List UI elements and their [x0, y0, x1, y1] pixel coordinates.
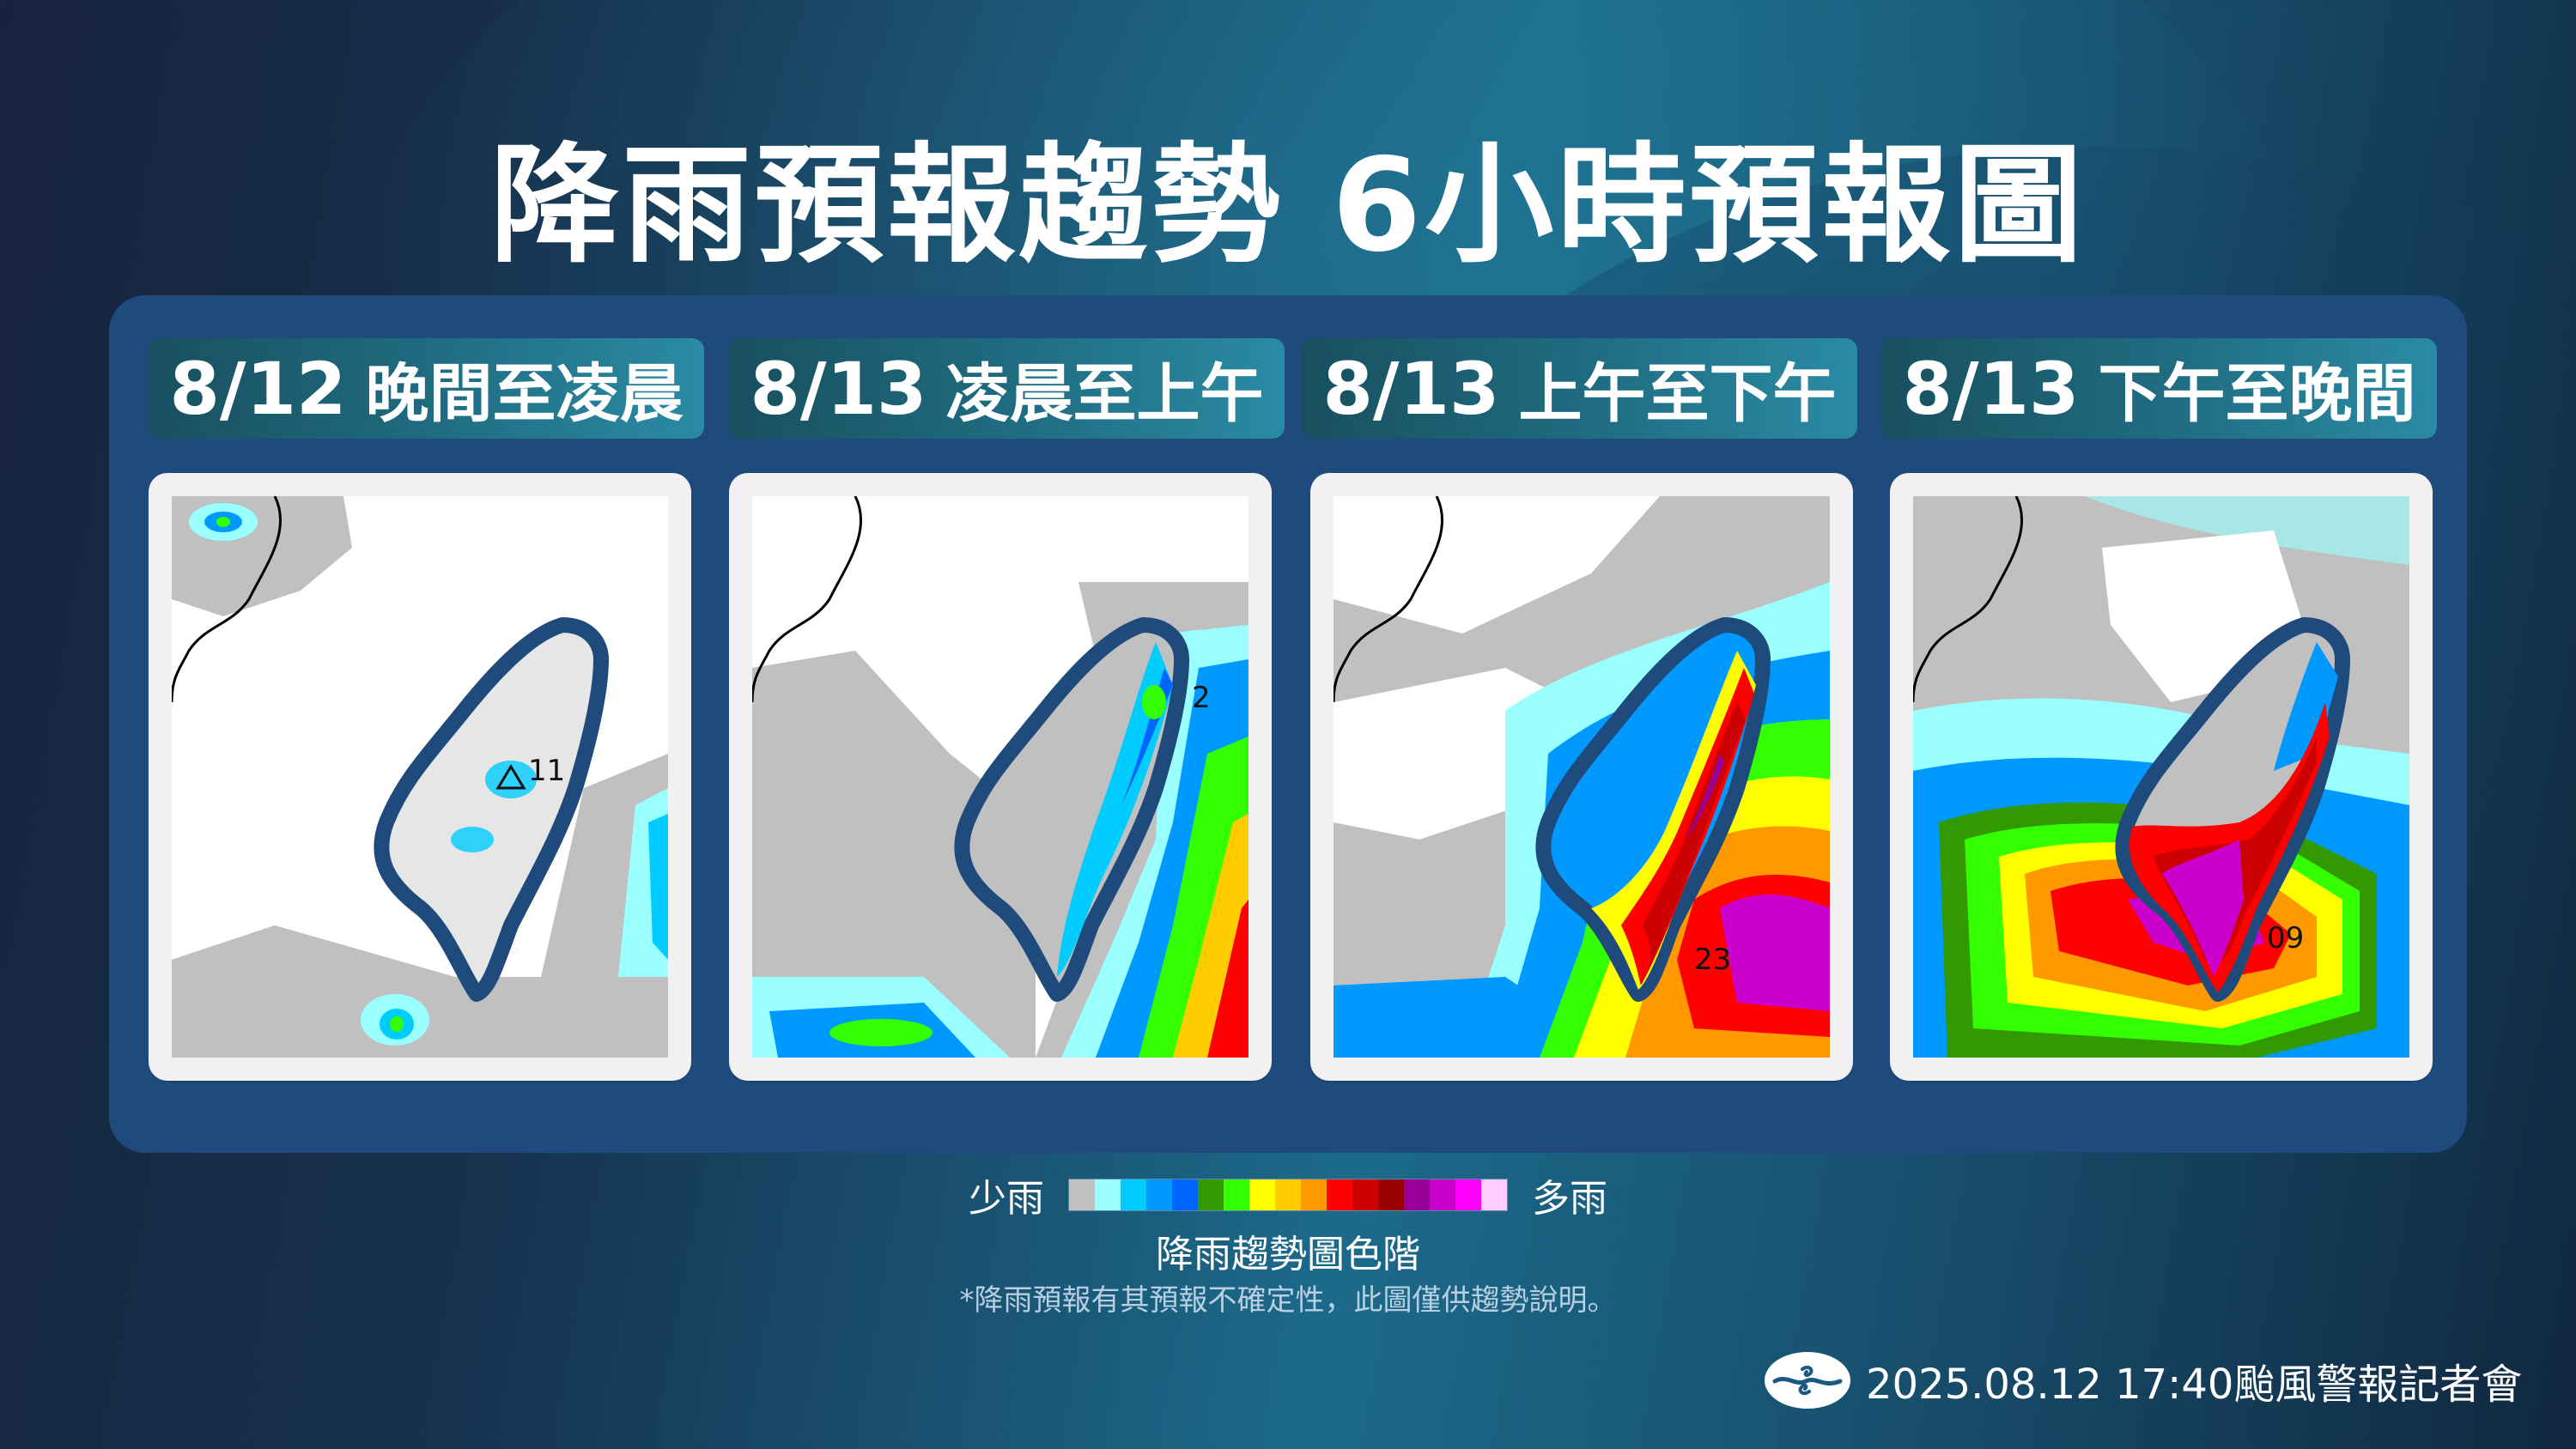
- panel-2-max-value: 2: [1192, 681, 1211, 715]
- legend-swatch-2: [1095, 1179, 1121, 1210]
- wave-cloud-icon: [1772, 1365, 1843, 1396]
- panel-4-rain-map: 09: [1913, 496, 2409, 1058]
- legend-swatch-14: [1404, 1179, 1430, 1210]
- panel-3-map-card: 23: [1310, 473, 1853, 1081]
- legend-swatch-1: [1069, 1179, 1095, 1210]
- panel-2-map-card: 2: [729, 473, 1272, 1081]
- footer: 2025.08.12 17:40颱風警報記者會: [1765, 1349, 2522, 1411]
- panel-4-max-value: 09: [2267, 921, 2305, 955]
- legend-swatch-8: [1249, 1179, 1275, 1210]
- legend-swatch-5: [1172, 1179, 1198, 1210]
- legend-low-label: 少雨: [969, 1177, 1044, 1221]
- rain-map-graphic: [752, 496, 1249, 1058]
- panel-4-date: 8/13: [1902, 346, 2080, 431]
- rain-color-scale: 少雨 多雨: [0, 1169, 2576, 1221]
- legend-high-label: 多雨: [1532, 1177, 1607, 1221]
- legend-color-bar: [1068, 1179, 1508, 1211]
- panel-2-time-tab: 8/13 凌晨至上午: [729, 338, 1285, 439]
- panel-1-period: 晚間至凌晨: [365, 357, 683, 431]
- panel-3-rain-map: 23: [1334, 496, 1830, 1058]
- cwa-logo-icon: [1765, 1352, 1850, 1409]
- legend-swatch-17: [1481, 1179, 1507, 1210]
- panel-2-period: 凌晨至上午: [945, 357, 1264, 431]
- legend-swatch-13: [1378, 1179, 1404, 1210]
- page-title: 降雨預報趨勢 6小時預報圖: [489, 131, 2087, 281]
- legend-swatch-7: [1224, 1179, 1249, 1210]
- rain-map-graphic: [1913, 496, 2409, 1058]
- panel-1-map-card: 11: [149, 473, 691, 1081]
- panel-1-rain-map: 11: [172, 496, 668, 1058]
- panel-3-time-tab: 8/13 上午至下午: [1302, 338, 1857, 439]
- legend-title: 降雨趨勢圖色階: [1156, 1233, 1420, 1276]
- panel-4-map-card: 09: [1890, 473, 2433, 1081]
- legend-swatch-4: [1146, 1179, 1172, 1210]
- rain-map-graphic: [1334, 496, 1830, 1058]
- forecast-panels-container: 8/12 晚間至凌晨: [109, 295, 2467, 1153]
- panel-2-date: 8/13: [750, 346, 927, 431]
- disclaimer-note: *降雨預報有其預報不確定性，此圖僅供趨勢說明。: [959, 1283, 1617, 1318]
- rain-map-graphic: [172, 496, 668, 1058]
- panel-4-period: 下午至晚間: [2098, 357, 2416, 431]
- panel-4-time-tab: 8/13 下午至晚間: [1881, 338, 2437, 439]
- legend-swatch-12: [1352, 1179, 1378, 1210]
- panel-1-max-value: 11: [528, 754, 566, 788]
- briefing-timestamp: 2025.08.12 17:40颱風警報記者會: [1866, 1361, 2523, 1409]
- legend-swatch-3: [1121, 1179, 1146, 1210]
- legend-swatch-15: [1430, 1179, 1455, 1210]
- panel-2-rain-map: 2: [752, 496, 1249, 1058]
- legend-swatch-9: [1275, 1179, 1301, 1210]
- panel-3-date: 8/13: [1322, 346, 1500, 431]
- legend-swatch-6: [1198, 1179, 1224, 1210]
- panel-3-max-value: 23: [1694, 943, 1732, 977]
- panel-1-time-tab: 8/12 晚間至凌晨: [149, 338, 704, 439]
- panel-3-period: 上午至下午: [1518, 357, 1837, 431]
- legend-swatch-16: [1455, 1179, 1481, 1210]
- legend-swatch-10: [1301, 1179, 1327, 1210]
- legend-swatch-11: [1327, 1179, 1352, 1210]
- panel-1-date: 8/12: [169, 346, 347, 431]
